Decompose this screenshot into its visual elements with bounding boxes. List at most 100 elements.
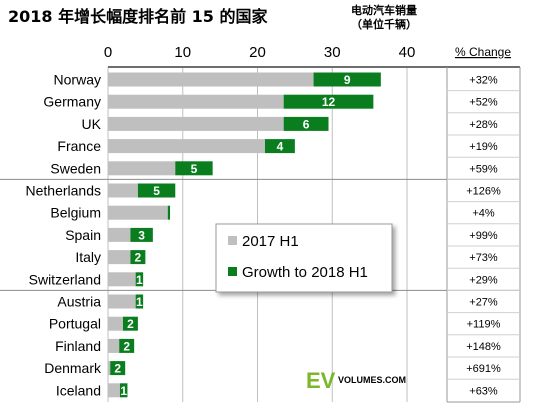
data-label-sweden: 5: [191, 162, 198, 176]
logo-ev-text: EV: [306, 368, 336, 393]
bar-growth-spain: [130, 227, 153, 242]
x-tick-label-20: 20: [249, 44, 266, 61]
bar-2017-h1-belgium: [108, 205, 168, 220]
bar-row-portugal: Portugal 2: [49, 316, 138, 332]
bar-growth-france: [264, 139, 295, 154]
legend-label-2017-h1: 2017 H1: [242, 233, 299, 250]
data-label-finland: 2: [123, 339, 130, 353]
pct-change-belgium: +4%: [472, 208, 495, 220]
category-label-denmark: Denmark: [44, 360, 102, 376]
pct-change-sweden: +59%: [469, 163, 498, 175]
chart-title: 2018 年增长幅度排名前 15 的国家: [8, 7, 269, 26]
bar-growth-belgium: [167, 205, 171, 220]
bar-2017-h1-france: [108, 139, 265, 154]
bar-row-denmark: Denmark 2: [44, 360, 126, 376]
category-label-germany: Germany: [43, 94, 101, 110]
pct-change-netherlands: +126%: [466, 186, 501, 198]
category-label-switzerland: Switzerland: [29, 271, 101, 287]
data-label-netherlands: 5: [153, 184, 160, 198]
bar-2017-h1-switzerland: [108, 272, 136, 287]
pct-change-switzerland: +29%: [469, 274, 498, 286]
unit-label-line2: （单位千辆）: [351, 17, 417, 31]
bar-2017-h1-spain: [108, 227, 131, 242]
bar-growth-italy: [130, 250, 146, 265]
x-tick-label-40: 40: [399, 44, 416, 61]
category-label-portugal: Portugal: [49, 316, 101, 332]
bar-row-france: France 4: [57, 138, 295, 154]
pct-change-germany: +52%: [469, 97, 498, 109]
bar-2017-h1-italy: [108, 250, 131, 265]
category-label-spain: Spain: [65, 227, 101, 243]
category-label-sweden: Sweden: [50, 160, 101, 176]
category-label-austria: Austria: [57, 294, 101, 310]
data-label-germany: 12: [322, 95, 336, 109]
pct-change-france: +19%: [469, 141, 498, 153]
bar-row-belgium: Belgium: [50, 205, 171, 221]
bar-growth-austria: [135, 294, 144, 309]
pct-change-uk: +28%: [469, 119, 498, 131]
pct-change-header: % Change: [455, 45, 511, 59]
bar-row-italy: Italy 2: [75, 249, 146, 265]
bar-2017-h1-iceland: [108, 383, 120, 398]
bar-growth-denmark: [110, 361, 126, 376]
category-label-italy: Italy: [75, 249, 101, 265]
data-label-spain: 3: [138, 228, 145, 242]
legend-swatch-2017-h1: [228, 236, 237, 245]
legend: 2017 H1 Growth to 2018 H1: [215, 223, 393, 293]
bar-row-netherlands: Netherlands 5: [26, 183, 176, 199]
bar-growth-sweden: [175, 161, 213, 176]
data-label-switzerland: 1: [136, 273, 143, 287]
x-tick-label-30: 30: [324, 44, 341, 61]
bar-row-finland: Finland 2: [55, 338, 135, 354]
data-label-portugal: 2: [127, 317, 134, 331]
bar-2017-h1-finland: [108, 338, 120, 353]
bar-2017-h1-netherlands: [108, 183, 138, 198]
bar-growth-portugal: [122, 316, 138, 331]
bar-2017-h1-norway: [108, 72, 314, 87]
category-label-uk: UK: [82, 116, 102, 132]
bar-growth-uk: [283, 116, 329, 131]
bar-growth-netherlands: [137, 183, 176, 198]
bar-row-switzerland: Switzerland 1: [29, 271, 144, 287]
legend-box: [215, 223, 393, 293]
x-tick-label-10: 10: [174, 44, 191, 61]
data-label-iceland: 1: [120, 384, 127, 398]
bar-growth-germany: [283, 94, 374, 109]
bar-2017-h1-germany: [108, 94, 284, 109]
pct-change-denmark: +691%: [466, 363, 501, 375]
category-label-norway: Norway: [54, 72, 101, 88]
data-label-uk: 6: [303, 117, 310, 131]
data-label-italy: 2: [135, 251, 142, 265]
bar-row-germany: Germany 12: [43, 94, 374, 110]
data-label-denmark: 2: [114, 362, 121, 376]
legend-swatch-growth: [228, 267, 237, 276]
data-label-austria: 1: [136, 295, 143, 309]
category-label-finland: Finland: [55, 338, 101, 354]
unit-label-line1: 电动汽车销量: [351, 3, 417, 17]
pct-change-norway: +32%: [469, 75, 498, 87]
bar-2017-h1-austria: [108, 294, 136, 309]
bar-2017-h1-portugal: [108, 316, 123, 331]
pct-change-column: +32% +52% +28% +19% +59% +126% +4% +99% +73% +29%…: [446, 67, 521, 403]
logo-volumes-text: VOLUMES.COM: [338, 375, 406, 385]
x-axis-ticks: 0 10 20 30 40: [104, 44, 416, 61]
bar-row-uk: UK 6: [82, 116, 329, 132]
bar-row-norway: Norway 9: [54, 72, 381, 88]
bar-row-austria: Austria 1: [57, 294, 144, 310]
bar-row-spain: Spain 3: [65, 227, 153, 243]
pct-change-portugal: +119%: [467, 319, 501, 331]
category-label-france: France: [57, 138, 101, 154]
bar-2017-h1-uk: [108, 116, 284, 131]
legend-label-growth: Growth to 2018 H1: [242, 264, 368, 281]
data-label-france: 4: [277, 140, 284, 154]
category-label-belgium: Belgium: [50, 205, 101, 221]
bar-2017-h1-denmark: [108, 361, 111, 376]
bar-row-iceland: Iceland 1: [56, 382, 128, 398]
pct-change-spain: +99%: [469, 230, 498, 242]
bar-row-sweden: Sweden 5: [50, 160, 213, 176]
bar-growth-switzerland: [135, 272, 144, 287]
pct-change-finland: +148%: [466, 341, 501, 353]
x-tick-label-0: 0: [104, 44, 112, 61]
data-label-norway: 9: [344, 73, 351, 87]
